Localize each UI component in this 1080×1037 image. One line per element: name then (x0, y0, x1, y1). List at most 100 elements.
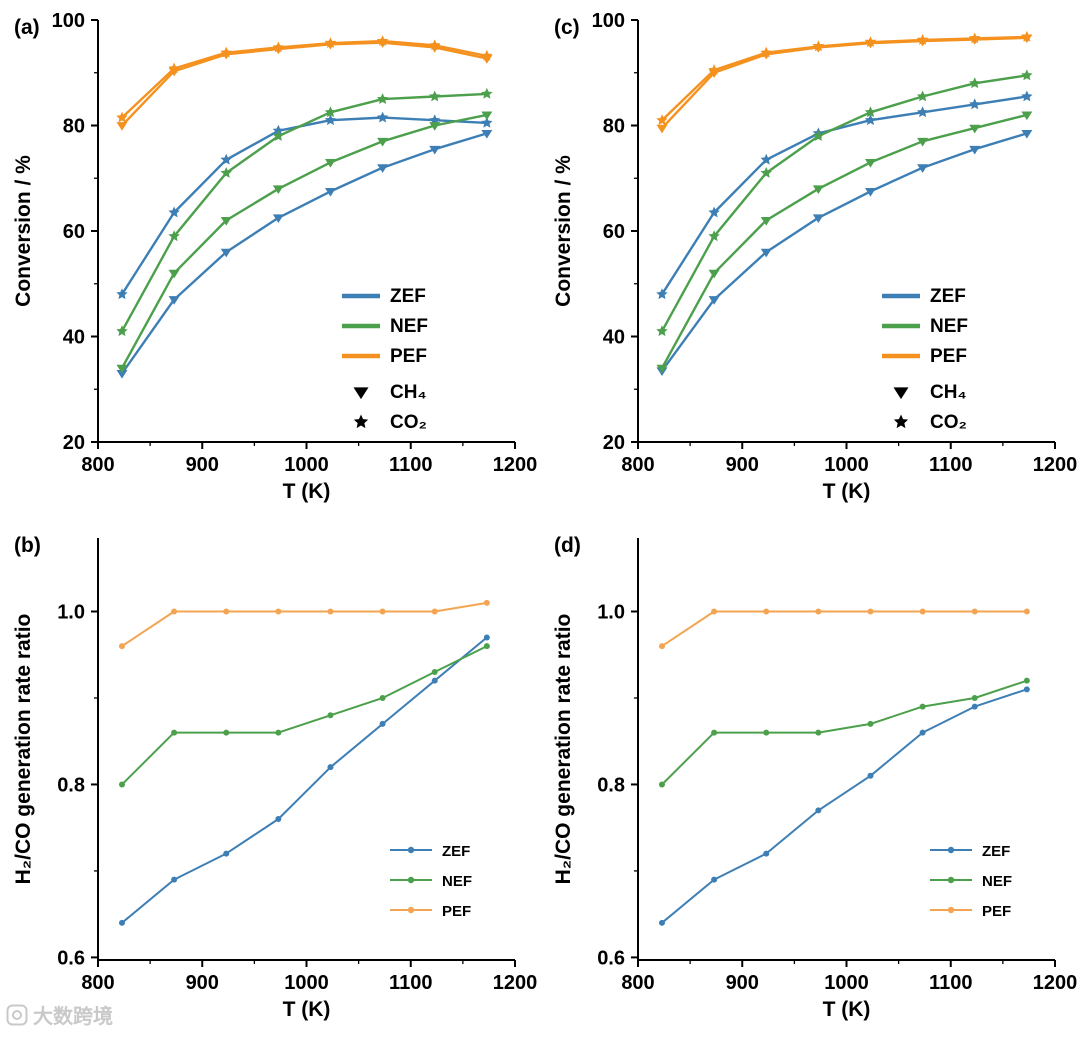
series-nef (118, 643, 490, 788)
svg-text:0.6: 0.6 (57, 947, 85, 969)
tick-labels: 800 900 1000 1100 1200 0.6 0.8 1.0 (57, 602, 537, 994)
svg-text:0.6: 0.6 (597, 947, 625, 969)
svg-text:800: 800 (81, 454, 114, 476)
svg-text:CO₂: CO₂ (390, 412, 427, 433)
tick-labels: 800 900 1000 1100 1200 20 40 60 80 100 (52, 10, 538, 476)
svg-text:1.0: 1.0 (57, 602, 85, 624)
x-axis-title: T (K) (283, 998, 331, 1021)
svg-text:1200: 1200 (493, 972, 538, 994)
ticks (91, 610, 516, 967)
y-axis-title: H₂/CO generation rate ratio (552, 614, 575, 885)
svg-text:PEF: PEF (930, 346, 967, 367)
axes (637, 538, 1055, 961)
svg-text:ZEF: ZEF (930, 286, 966, 307)
legend: ZEF NEF PEF (390, 843, 472, 920)
panel-label: (a) (14, 16, 40, 39)
series-nef (658, 677, 1030, 788)
panel-label: (b) (14, 534, 41, 557)
svg-text:NEF: NEF (982, 873, 1012, 890)
svg-text:100: 100 (592, 10, 625, 32)
svg-text:1200: 1200 (1033, 972, 1078, 994)
svg-text:ZEF: ZEF (982, 843, 1010, 860)
chart-a-svg: 800 900 1000 1100 1200 20 40 60 80 100 T (K) Conver… (12, 10, 538, 503)
svg-text:1100: 1100 (929, 972, 972, 994)
legend: ZEF NEF PEF CH₄ CO₂ (882, 286, 968, 433)
svg-text:800: 800 (621, 454, 654, 476)
svg-text:CO₂: CO₂ (930, 412, 967, 433)
x-axis-title: T (K) (283, 480, 331, 503)
series-pef-ch4 (116, 39, 493, 131)
x-axis-title: T (K) (823, 480, 871, 503)
tick-labels: 800 900 1000 1100 1200 0.6 0.8 1.0 (597, 602, 1077, 994)
svg-text:1000: 1000 (284, 972, 329, 994)
series-zef-co2 (656, 90, 1033, 300)
svg-text:40: 40 (63, 327, 85, 349)
svg-text:1000: 1000 (824, 972, 869, 994)
series-zef-ch4 (656, 130, 1033, 377)
ticks (91, 19, 516, 449)
svg-text:NEF: NEF (930, 316, 968, 337)
svg-text:100: 100 (52, 10, 85, 32)
svg-text:PEF: PEF (982, 903, 1011, 920)
legend: ZEF NEF PEF CH₄ CO₂ (342, 286, 428, 433)
chart-panel-c: 800 900 1000 1100 1200 20 40 60 80 100 T (K) Conver… (540, 0, 1080, 518)
series-nef-ch4 (656, 111, 1033, 374)
chart-panel-b: 800 900 1000 1100 1200 0.6 0.8 1.0 T (K) H₂/CO ge… (0, 518, 540, 1036)
svg-text:PEF: PEF (390, 346, 427, 367)
panel-label: (c) (554, 16, 580, 39)
y-axis-title: H₂/CO generation rate ratio (12, 614, 35, 885)
svg-text:1000: 1000 (824, 454, 869, 476)
svg-text:1.0: 1.0 (597, 602, 625, 624)
svg-text:NEF: NEF (442, 873, 472, 890)
svg-text:800: 800 (621, 972, 654, 994)
svg-text:PEF: PEF (442, 903, 471, 920)
watermark: 大数跨境 (6, 1000, 113, 1029)
ticks (631, 19, 1056, 449)
tick-labels: 800 900 1000 1100 1200 20 40 60 80 100 (592, 10, 1078, 476)
y-axis-title: Conversion / % (12, 155, 35, 307)
panel-label: (d) (554, 534, 581, 557)
svg-text:20: 20 (63, 432, 85, 454)
series-pef-ch4 (656, 34, 1033, 134)
series-nef-co2 (656, 69, 1033, 337)
svg-text:80: 80 (63, 116, 85, 138)
x-axis-title: T (K) (823, 998, 871, 1021)
svg-text:1200: 1200 (1033, 454, 1078, 476)
chart-panel-d: 800 900 1000 1100 1200 0.6 0.8 1.0 T (K) H₂/CO ge… (540, 518, 1080, 1036)
svg-text:60: 60 (63, 221, 85, 243)
svg-text:1200: 1200 (493, 454, 538, 476)
svg-text:ZEF: ZEF (442, 843, 470, 860)
axes (97, 20, 515, 443)
watermark-logo-icon (6, 1004, 28, 1026)
svg-text:CH₄: CH₄ (390, 382, 427, 403)
series-nef-ch4 (116, 111, 493, 374)
chart-d-svg: 800 900 1000 1100 1200 0.6 0.8 1.0 T (K) H₂/CO ge… (552, 534, 1077, 1021)
svg-text:80: 80 (603, 116, 625, 138)
series-pef (658, 608, 1030, 650)
svg-text:0.8: 0.8 (57, 774, 85, 796)
series-zef (658, 686, 1030, 926)
svg-text:1100: 1100 (389, 972, 432, 994)
svg-text:CH₄: CH₄ (930, 382, 967, 403)
svg-text:40: 40 (603, 327, 625, 349)
svg-text:900: 900 (186, 972, 219, 994)
series-zef (118, 634, 490, 926)
svg-text:900: 900 (726, 972, 759, 994)
svg-text:1000: 1000 (284, 454, 329, 476)
axes (97, 538, 515, 961)
series-zef-ch4 (116, 130, 493, 379)
svg-text:1100: 1100 (929, 454, 972, 476)
svg-text:900: 900 (186, 454, 219, 476)
watermark-text: 大数跨境 (33, 1006, 113, 1028)
series-nef-co2 (116, 87, 493, 337)
legend: ZEF NEF PEF (930, 843, 1012, 920)
svg-text:60: 60 (603, 221, 625, 243)
svg-text:NEF: NEF (390, 316, 428, 337)
y-axis-title: Conversion / % (552, 155, 575, 307)
svg-text:1100: 1100 (389, 454, 432, 476)
chart-c-svg: 800 900 1000 1100 1200 20 40 60 80 100 T (K) Conver… (552, 10, 1078, 503)
ticks (631, 610, 1056, 967)
svg-text:900: 900 (726, 454, 759, 476)
